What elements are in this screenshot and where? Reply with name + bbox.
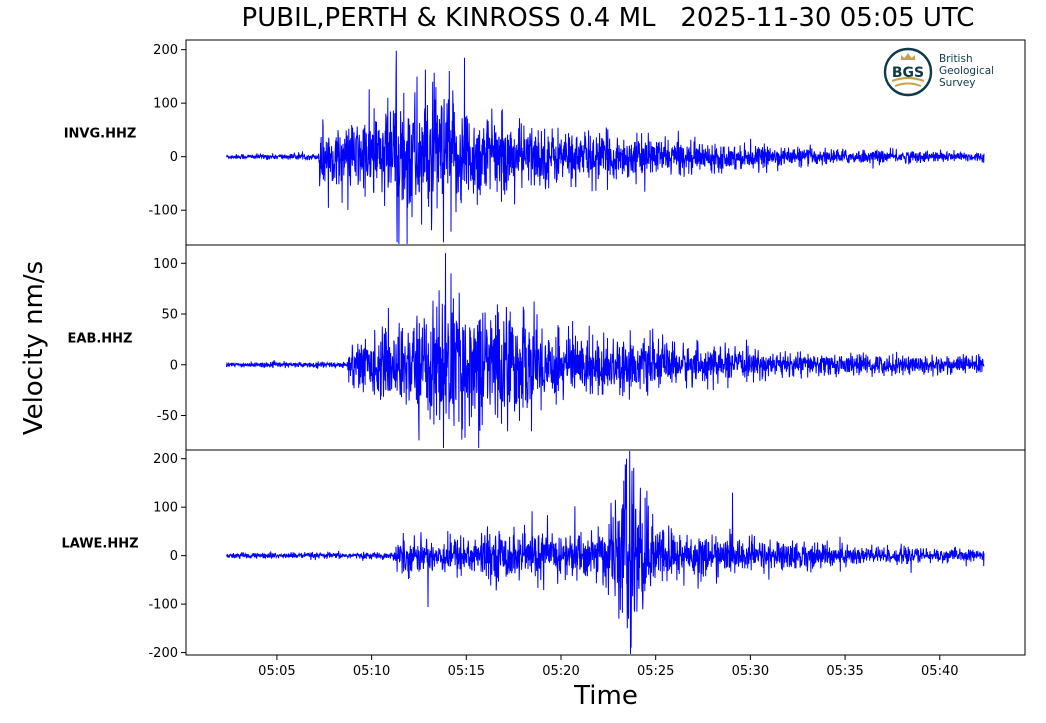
panel-lawe-hhz: 200 100 0 -100 -200 LAWE.HHZ [61,449,1026,661]
x-tick-label: 05:05 [258,664,295,679]
panel-frame [185,244,1026,451]
panel-eab-hhz: 100 50 0 -50 EAB.HHZ [68,244,1026,451]
panel-invg-hhz: 200 100 0 -100 INVG.HHZ [64,39,1026,246]
logo-line-2: Geological [939,65,994,77]
y-tick-label: 0 [170,150,178,165]
y-tick-label: 0 [170,549,178,564]
logo-line-3: Survey [939,77,976,89]
crown-icon [901,53,915,60]
x-tick-label: 05:10 [353,664,390,679]
x-tick-label: 05:20 [542,664,579,679]
y-tick-label: -100 [148,598,178,613]
y-tick-label: 50 [161,308,178,323]
x-axis-label: Time [574,681,638,711]
logo-line-1: British [939,53,973,65]
x-axis: 05:05 05:10 05:15 05:20 05:25 05:30 05:35 05:40 [258,655,959,679]
y-tick-label: 0 [170,358,178,373]
x-tick-label: 05:30 [732,664,769,679]
x-tick-label: 05:35 [826,664,863,679]
y-tick-label: -200 [148,646,178,661]
logo-ring [883,47,933,97]
waveform-trace [225,253,985,449]
y-tick-label: -50 [157,409,178,424]
y-tick-label: -100 [148,204,178,219]
bgs-logo: BGS British Geological Survey [883,47,994,97]
station-label: INVG.HHZ [64,127,137,142]
y-tick-label: 100 [153,97,178,112]
logo-field-line-2 [894,82,922,87]
x-tick-label: 05:25 [637,664,674,679]
chart-title: PUBIL,PERTH & KINROSS 0.4 ML 2025-11-30 … [0,3,1046,33]
logo-field-line-1 [891,76,925,83]
y-tick-label: 100 [153,501,178,516]
station-label: EAB.HHZ [68,332,133,347]
x-tick-label: 05:40 [921,664,958,679]
waveform-trace [226,50,985,244]
waveform-trace [225,450,985,655]
title-datetime: 2025-11-30 05:05 UTC [680,3,975,33]
panel-frame [185,449,1026,656]
y-tick-label: 100 [153,257,178,272]
y-tick-label: 200 [153,43,178,58]
logo-abbr: BGS [892,65,924,81]
station-label: LAWE.HHZ [61,537,138,552]
panels-group: 2001000-100INVG.HHZ100500-50EAB.HHZ20010… [61,39,1026,661]
title-event: PUBIL,PERTH & KINROSS 0.4 ML [241,3,656,33]
x-tick-label: 05:15 [448,664,485,679]
y-tick-label: 200 [153,452,178,467]
